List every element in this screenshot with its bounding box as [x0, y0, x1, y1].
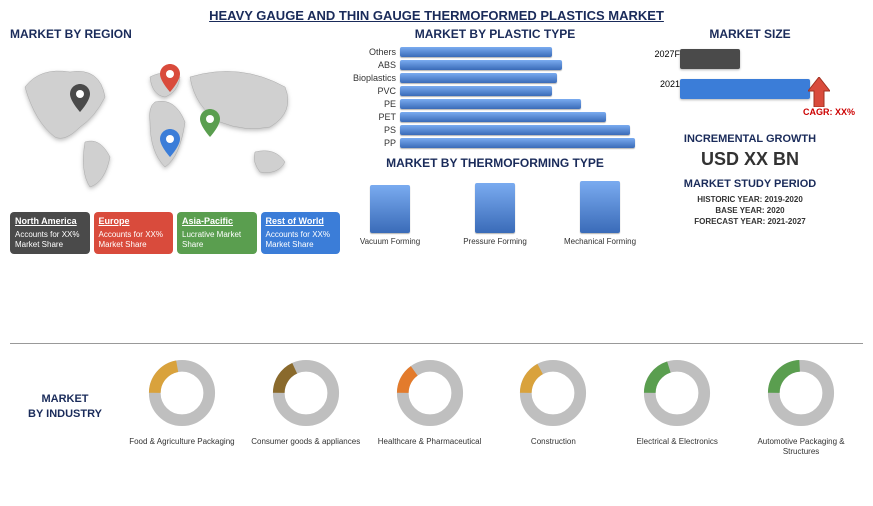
hbar-label: PET: [345, 112, 400, 122]
market-size-bar: [680, 49, 740, 69]
map-pin-icon: [160, 64, 180, 92]
donut-chart: [271, 358, 341, 428]
world-map: [10, 47, 320, 202]
plastic-type-chart: Others ABS Bioplastics PVC PE PET PS PP: [345, 47, 645, 148]
hbar-row: PVC: [345, 86, 645, 96]
region-card-name: Europe: [99, 216, 169, 228]
hbar-label: Others: [345, 47, 400, 57]
hbar-row: Bioplastics: [345, 73, 645, 83]
market-size-bar: [680, 79, 810, 99]
top-section: MARKET BY REGION North America Accounts f…: [0, 27, 873, 337]
size-column: MARKET SIZE 2021 2027F CAGR: XX% INCREME…: [650, 27, 850, 337]
region-card: North America Accounts for XX% Market Sha…: [10, 212, 90, 254]
region-card: Asia-Pacific Lucrative Market Share: [177, 212, 257, 254]
map-pin-icon: [200, 109, 220, 137]
growth-title: INCREMENTAL GROWTH: [650, 133, 850, 145]
donut-label: Consumer goods & appliances: [251, 437, 361, 447]
charts-column: MARKET BY PLASTIC TYPE Others ABS Biopla…: [340, 27, 650, 337]
market-size-label: 2027F: [650, 49, 680, 59]
hbar-row: PS: [345, 125, 645, 135]
study-line: BASE YEAR: 2020: [650, 205, 850, 216]
hbar-fill: [400, 47, 552, 57]
donut-label: Construction: [498, 437, 608, 447]
market-size-title: MARKET SIZE: [650, 27, 850, 41]
thermo-type-chart: Vacuum Forming Pressure Forming Mechanic…: [345, 176, 645, 246]
region-card: Rest of World Accounts for XX% Market Sha…: [261, 212, 341, 254]
vbar-fill: [370, 185, 410, 233]
plastic-type-title: MARKET BY PLASTIC TYPE: [345, 27, 645, 41]
hbar-row: PP: [345, 138, 645, 148]
donut-item: Food & Agriculture Packaging: [127, 358, 237, 456]
region-card-text: Accounts for XX% Market Share: [15, 230, 79, 249]
region-column: MARKET BY REGION North America Accounts f…: [10, 27, 340, 337]
hbar-label: PVC: [345, 86, 400, 96]
region-card-name: North America: [15, 216, 85, 228]
divider: [10, 343, 863, 344]
donut-chart: [518, 358, 588, 428]
donut-chart: [766, 358, 836, 428]
cagr-arrow-icon: [808, 77, 830, 107]
donut-row: Food & Agriculture Packaging Consumer go…: [120, 358, 863, 456]
growth-value: USD XX BN: [650, 149, 850, 170]
donut-label: Automotive Packaging & Structures: [746, 437, 856, 456]
hbar-row: PE: [345, 99, 645, 109]
donut-item: Healthcare & Pharmaceutical: [375, 358, 485, 456]
hbar-label: PE: [345, 99, 400, 109]
region-card-text: Accounts for XX% Market Share: [99, 230, 163, 249]
market-size-chart: 2021 2027F CAGR: XX%: [650, 47, 850, 127]
cagr-label: CAGR: XX%: [803, 107, 855, 117]
region-cards: North America Accounts for XX% Market Sha…: [10, 212, 340, 254]
hbar-label: PS: [345, 125, 400, 135]
vbar-label: Pressure Forming: [455, 237, 535, 246]
region-title: MARKET BY REGION: [10, 27, 340, 41]
hbar-fill: [400, 73, 557, 83]
map-pin-icon: [160, 129, 180, 157]
hbar-fill: [400, 125, 630, 135]
region-card: Europe Accounts for XX% Market Share: [94, 212, 174, 254]
hbar-fill: [400, 138, 635, 148]
hbar-row: Others: [345, 47, 645, 57]
region-card-name: Rest of World: [266, 216, 336, 228]
vbar-item: Vacuum Forming: [350, 185, 430, 246]
vbar-fill: [580, 181, 620, 233]
donut-item: Automotive Packaging & Structures: [746, 358, 856, 456]
industry-title: MARKET BY INDUSTRY: [10, 392, 120, 423]
study-line: HISTORIC YEAR: 2019-2020: [650, 194, 850, 205]
donut-chart: [642, 358, 712, 428]
study-lines: HISTORIC YEAR: 2019-2020BASE YEAR: 2020F…: [650, 194, 850, 228]
vbar-label: Mechanical Forming: [560, 237, 640, 246]
vbar-item: Mechanical Forming: [560, 181, 640, 246]
market-size-label: 2021: [650, 79, 680, 89]
vbar-fill: [475, 183, 515, 233]
map-pin-icon: [70, 84, 90, 112]
donut-chart: [147, 358, 217, 428]
donut-label: Electrical & Electronics: [622, 437, 732, 447]
vbar-label: Vacuum Forming: [350, 237, 430, 246]
hbar-label: Bioplastics: [345, 73, 400, 83]
region-card-text: Lucrative Market Share: [182, 230, 241, 249]
hbar-label: ABS: [345, 60, 400, 70]
industry-section: MARKET BY INDUSTRY Food & Agriculture Pa…: [0, 350, 873, 464]
market-size-row: 2021: [680, 47, 850, 71]
main-title: HEAVY GAUGE AND THIN GAUGE THERMOFORMED …: [0, 0, 873, 27]
study-line: FORECAST YEAR: 2021-2027: [650, 216, 850, 227]
donut-label: Food & Agriculture Packaging: [127, 437, 237, 447]
thermo-type-title: MARKET BY THERMOFORMING TYPE: [345, 156, 645, 170]
hbar-fill: [400, 99, 581, 109]
hbar-row: ABS: [345, 60, 645, 70]
hbar-fill: [400, 112, 606, 122]
region-card-text: Accounts for XX% Market Share: [266, 230, 330, 249]
hbar-fill: [400, 86, 552, 96]
hbar-label: PP: [345, 138, 400, 148]
donut-chart: [395, 358, 465, 428]
donut-label: Healthcare & Pharmaceutical: [375, 437, 485, 447]
donut-item: Construction: [498, 358, 608, 456]
study-title: MARKET STUDY PERIOD: [650, 178, 850, 190]
donut-item: Consumer goods & appliances: [251, 358, 361, 456]
region-card-name: Asia-Pacific: [182, 216, 252, 228]
hbar-fill: [400, 60, 562, 70]
hbar-row: PET: [345, 112, 645, 122]
donut-item: Electrical & Electronics: [622, 358, 732, 456]
vbar-item: Pressure Forming: [455, 183, 535, 246]
